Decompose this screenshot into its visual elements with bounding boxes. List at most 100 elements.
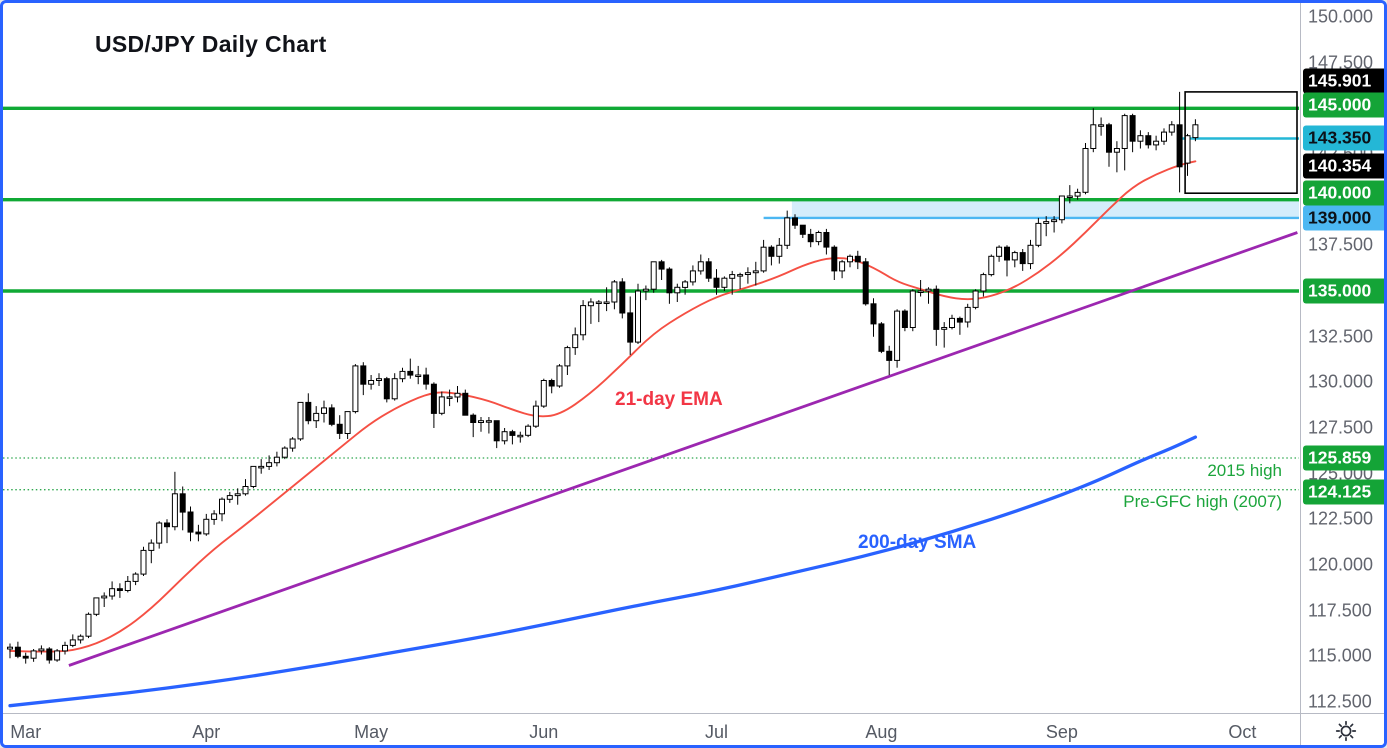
candle-body-Mar 17 — [116, 588, 123, 592]
candle-body-May 13 — [438, 396, 445, 414]
candle-body-May 20 — [478, 420, 484, 424]
candle-body-Apr 28 — [352, 365, 359, 413]
sma-line-label[interactable]: 200-day SMA — [858, 532, 977, 553]
candle-body-Mar 18 — [124, 580, 131, 592]
candle-body-May 18 — [462, 392, 469, 416]
chart-title: USD/JPY Daily Chart — [95, 31, 327, 57]
price-level-chip-140.354: 140.354 — [1303, 153, 1384, 179]
candle-body-May 31 — [532, 405, 539, 427]
candle-body-Mar 31 — [195, 531, 202, 535]
candle-body-Jul 27 — [854, 255, 861, 263]
candle-body-May 12 — [430, 383, 437, 414]
candle-body-May 5 — [391, 378, 398, 400]
candle-body-Jun 22 — [658, 261, 665, 270]
candle-body-Jul 18 — [799, 224, 806, 235]
candle-body-Jul 13 — [776, 244, 783, 257]
candle-body-Mar 21 — [132, 573, 139, 582]
candle-body-Jul 14 — [784, 217, 791, 246]
candle-body-Sep 7 — [1090, 124, 1097, 150]
ema-line-label[interactable]: 21-day EMA — [615, 389, 723, 410]
candle-body-Aug 26 — [1027, 244, 1034, 265]
candle-body-Aug 4 — [901, 310, 908, 329]
candle-body-Mar 29 — [179, 493, 186, 513]
candle-body-Aug 2 — [886, 350, 893, 361]
candle-body-Apr 18 — [289, 438, 296, 449]
candle-body-Aug 11 — [941, 327, 948, 330]
candle-body-Jun 13 — [603, 301, 610, 304]
price-level-chip-135.000: 135.000 — [1303, 278, 1384, 304]
candle-body-Mar 7 — [54, 650, 61, 661]
candle-body-Apr 22 — [321, 407, 327, 414]
price-tick-label: 117.500 — [1308, 600, 1372, 621]
candle-body-Jun 21 — [650, 261, 657, 290]
high-2015-label[interactable]: 2015 high — [1207, 461, 1282, 480]
candle-body-May 16 — [446, 396, 453, 399]
candle-body-Aug 15 — [956, 317, 963, 323]
candle-body-May 11 — [423, 374, 430, 385]
candle-body-May 3 — [376, 378, 382, 382]
candle-body-Apr 1 — [203, 518, 210, 535]
candle-body-Sep 19 — [1153, 140, 1160, 146]
ascending-trendline[interactable] — [68, 231, 1298, 667]
candle-body-Mar 23 — [148, 542, 155, 551]
candle-body-Jun 20 — [642, 288, 649, 292]
candle-body-Aug 16 — [964, 306, 971, 323]
axis-settings-corner[interactable] — [1300, 713, 1384, 745]
price-chart-canvas[interactable] — [3, 3, 1300, 713]
candle-body-Sep 1 — [1058, 195, 1065, 221]
price-tick-label: 127.500 — [1308, 417, 1374, 438]
candle-body-Jun 23 — [666, 268, 673, 294]
candle-body-Apr 25 — [328, 407, 335, 425]
price-axis[interactable]: 150.000147.500145.000142.500140.000137.5… — [1300, 3, 1384, 713]
pre-gfc-high-label[interactable]: Pre-GFC high (2007) — [1123, 492, 1282, 511]
price-tick-label: 115.000 — [1308, 645, 1372, 666]
candle-body-Sep 2 — [1066, 195, 1073, 198]
candle-body-Jul 22 — [831, 246, 838, 272]
month-label-may: May — [354, 722, 389, 742]
candle-body-Mar 9 — [69, 639, 76, 646]
month-label-apr: Apr — [192, 722, 221, 742]
candle-body-Jul 28 — [862, 261, 869, 305]
candle-body-May 17 — [454, 392, 461, 398]
candle-body-Apr 12 — [258, 465, 265, 469]
month-label-jun: Jun — [529, 722, 559, 742]
candle-body-Sep 20 — [1161, 131, 1167, 142]
candle-body-May 25 — [501, 431, 508, 442]
candle-body-Jun 2 — [548, 380, 555, 387]
candle-body-Jul 19 — [807, 233, 814, 243]
candle-body-Apr 11 — [250, 465, 257, 487]
candle-body-Aug 23 — [1004, 246, 1010, 261]
candle-body-Jul 1 — [713, 277, 720, 288]
candle-body-Mar 8 — [62, 644, 68, 652]
candle-body-May 30 — [525, 425, 532, 436]
price-range-box[interactable] — [1184, 91, 1298, 195]
price-tick-label: 130.000 — [1308, 371, 1374, 392]
price-tick-label: 147.500 — [1308, 52, 1374, 73]
candle-body-May 27 — [517, 434, 524, 438]
candle-body-Aug 12 — [949, 317, 955, 328]
candle-body-Jun 14 — [611, 281, 618, 303]
settings-gear-icon[interactable] — [1334, 719, 1358, 743]
candle-body-May 9 — [407, 370, 414, 376]
candle-body-Aug 24 — [1011, 252, 1018, 261]
candle-body-Jun 3 — [556, 365, 563, 387]
candle-body-Jun 28 — [689, 270, 696, 283]
candle-body-Jul 21 — [823, 232, 830, 248]
candle-body-Apr 13 — [266, 462, 273, 467]
candle-body-Apr 29 — [360, 365, 367, 385]
candle-body-Jul 15 — [792, 217, 798, 226]
candle-body-May 23 — [485, 420, 492, 423]
candle-body-Aug 18 — [980, 274, 987, 292]
candle-body-Jun 15 — [619, 281, 626, 314]
candle-body-May 4 — [383, 378, 390, 400]
candle-body-Mar 1 — [22, 655, 29, 659]
candle-body-Aug 30 — [1043, 221, 1050, 224]
time-axis[interactable]: Mar Apr May Jun Jul Aug Sep Oct — [3, 713, 1384, 745]
support-zone[interactable] — [791, 198, 1299, 218]
candle-body-Aug 3 — [894, 310, 901, 361]
candle-body-Jun 1 — [540, 380, 547, 407]
candle-body-Jul 8 — [752, 270, 759, 274]
candle-body-Sep 6 — [1082, 148, 1089, 193]
candle-body-Feb 28 — [14, 646, 21, 657]
